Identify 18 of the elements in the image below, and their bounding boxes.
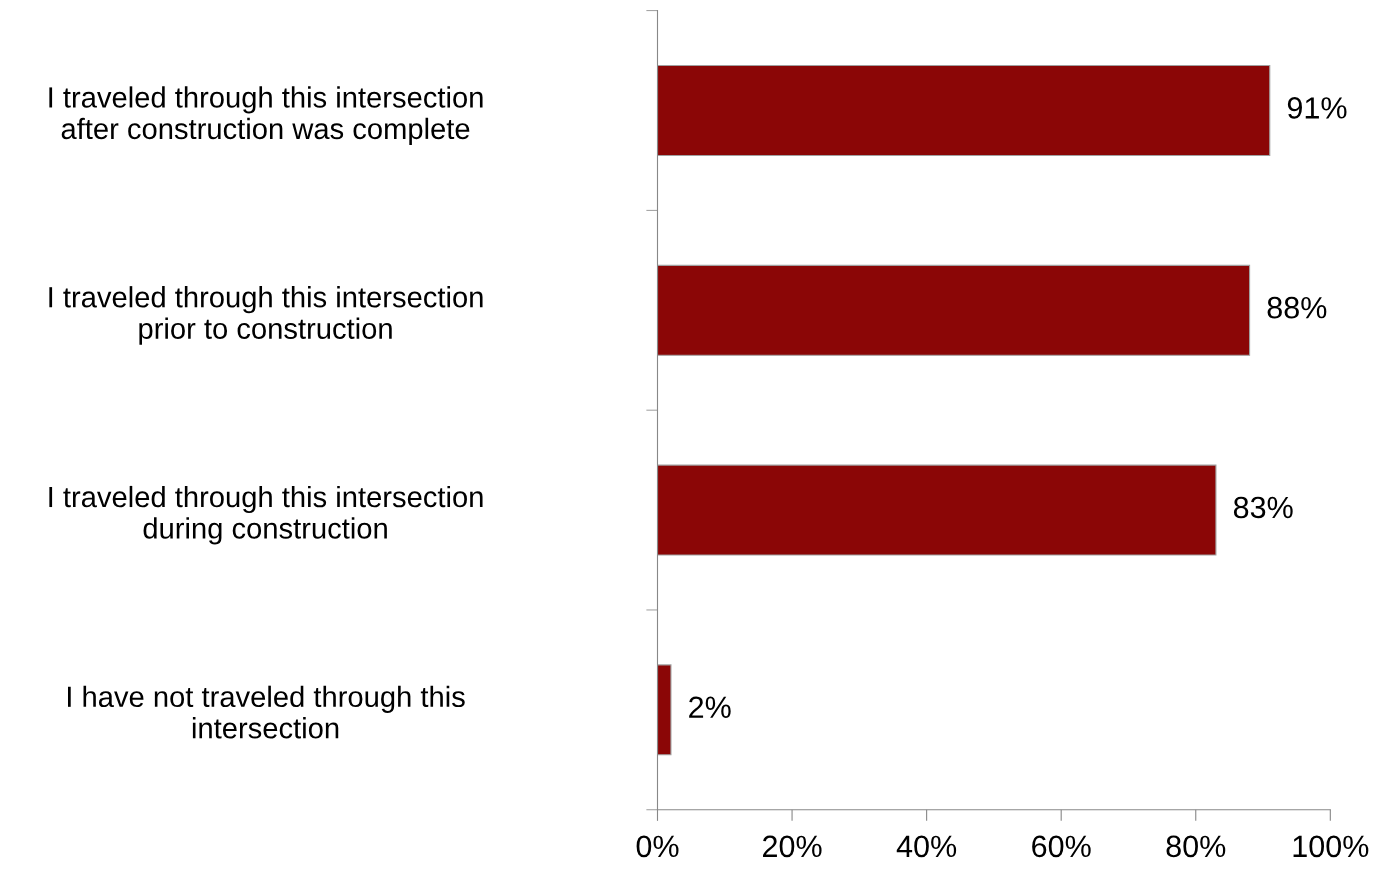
x-tick-label: 100%	[1293, 835, 1369, 858]
y-tick-label: I traveled through this intersection after construction was complete	[49, 86, 483, 145]
bar	[657, 464, 1217, 556]
data-label: 91%	[1287, 97, 1347, 119]
bar	[657, 64, 1271, 157]
bar	[657, 664, 672, 756]
data-label: 83%	[1233, 496, 1293, 519]
x-tick-label: 40%	[896, 835, 957, 858]
y-tick-label: I have not traveled through this intersection	[68, 685, 465, 739]
x-tick-label: 60%	[1032, 835, 1091, 858]
x-tick-label: 0%	[636, 835, 679, 858]
y-tick-label: I traveled through this intersection during construction	[49, 485, 483, 545]
y-tick-label: I traveled through this intersection prior to construction	[49, 286, 483, 345]
x-tick-label: 80%	[1166, 835, 1226, 858]
bar	[657, 264, 1251, 356]
x-tick-label: 20%	[763, 835, 822, 858]
data-label: 88%	[1267, 296, 1327, 319]
data-label: 2%	[689, 696, 731, 718]
